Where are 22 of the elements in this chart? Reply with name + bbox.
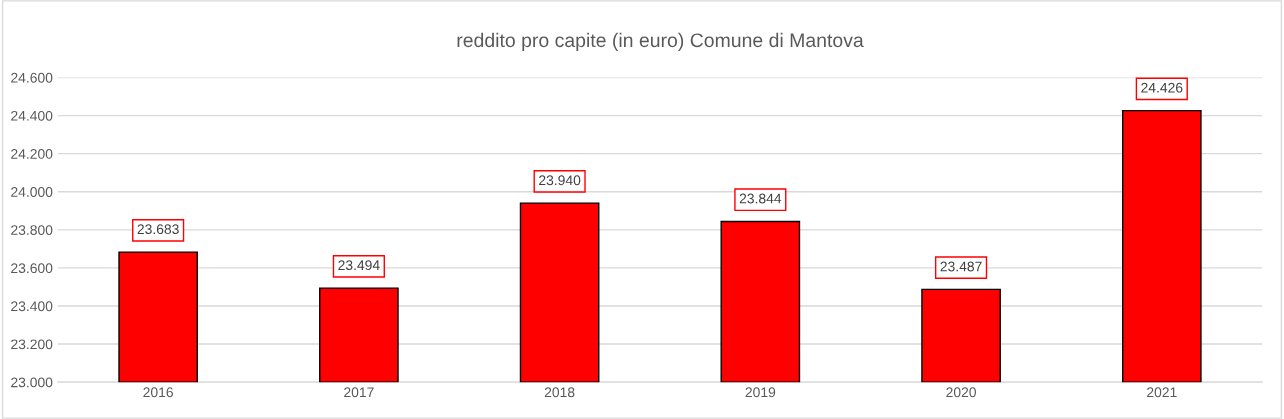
x-tick-label: 2018 [544,387,575,398]
data-label: 23.487 [940,261,982,272]
y-tick-label: 23.800 [11,225,53,235]
y-tick-label: 23.600 [11,263,53,274]
data-label: 24.426 [1141,82,1183,93]
y-tick-label: 23.200 [11,339,53,350]
y-tick-label: 24.600 [11,72,53,83]
data-label: 23.844 [739,193,782,204]
y-tick-label: 24.400 [11,110,53,121]
x-tick-label: 2017 [344,387,374,398]
y-tick-label: 24.200 [11,149,53,159]
chart-title: reddito pro capite (in euro) Comune di Mantova [457,32,864,51]
x-tick-label: 2021 [1147,387,1177,398]
y-tick-label: 23.000 [11,377,53,388]
data-label: 23.940 [539,175,581,186]
x-tick-label: 2020 [946,387,976,398]
y-tick-label: 24.000 [11,187,53,197]
x-tick-label: 2019 [745,387,776,398]
data-label: 23.683 [137,224,179,235]
x-tick-label: 2016 [143,387,173,398]
y-tick-label: 23.400 [11,301,53,312]
data-label: 23.494 [338,260,380,271]
